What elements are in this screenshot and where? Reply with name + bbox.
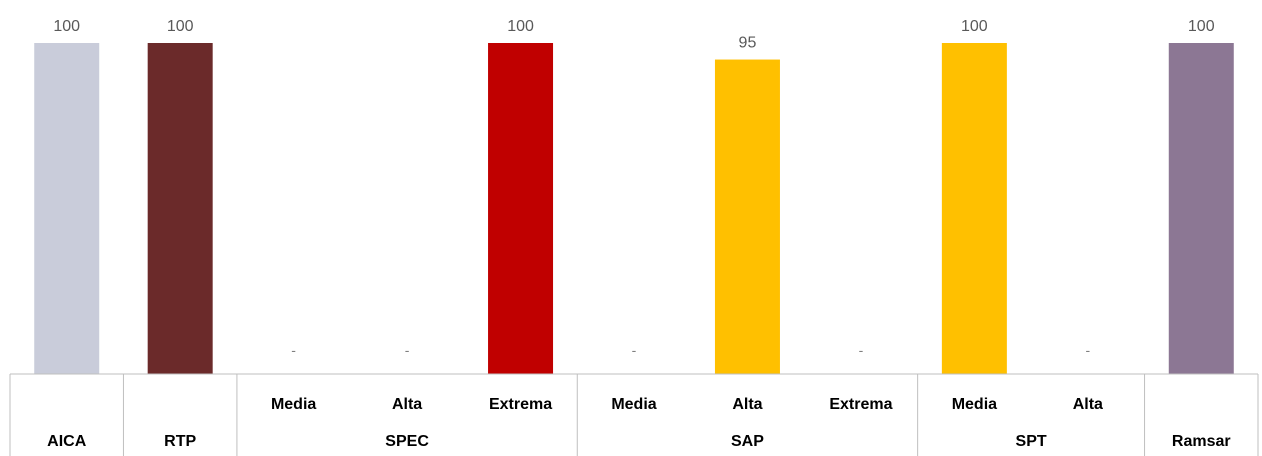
group-label: SAP: [731, 433, 764, 450]
value-labels-layer: 100 100 - - 100 - 95 - 100 - 100: [53, 18, 1214, 358]
group-label: Ramsar: [1172, 433, 1231, 450]
bar: [1168, 43, 1234, 374]
group-label: RTP: [164, 433, 196, 450]
bar: [147, 43, 213, 374]
group-label: SPT: [1016, 433, 1047, 450]
bars-layer: [34, 43, 1234, 375]
data-label-empty: -: [405, 342, 410, 358]
tick-label: Extrema: [829, 396, 892, 413]
tick-label: Media: [271, 396, 316, 413]
tick-label: Media: [952, 396, 997, 413]
data-label-empty: -: [632, 342, 637, 358]
group-label: SPEC: [385, 433, 429, 450]
bar: [488, 43, 554, 374]
tick-label: Extrema: [489, 396, 552, 413]
data-label: 95: [739, 35, 757, 52]
tick-label: Alta: [392, 396, 422, 413]
data-label: 100: [507, 18, 534, 35]
data-label: 100: [1188, 18, 1215, 35]
data-label-empty: -: [859, 342, 864, 358]
bar: [941, 43, 1007, 374]
tick-label: Media: [611, 396, 656, 413]
bar: [34, 43, 100, 374]
category-axis: Media Alta Extrema Media Alta Extrema Media Alt…: [9, 373, 1259, 456]
data-label: 100: [961, 18, 988, 35]
tick-label: Alta: [732, 396, 762, 413]
bar: [714, 59, 780, 375]
group-label: AICA: [47, 433, 87, 450]
data-label: 100: [53, 18, 80, 35]
tick-label: Alta: [1073, 396, 1103, 413]
data-label-empty: -: [1085, 342, 1090, 358]
data-label: 100: [167, 18, 194, 35]
data-label-empty: -: [291, 342, 296, 358]
